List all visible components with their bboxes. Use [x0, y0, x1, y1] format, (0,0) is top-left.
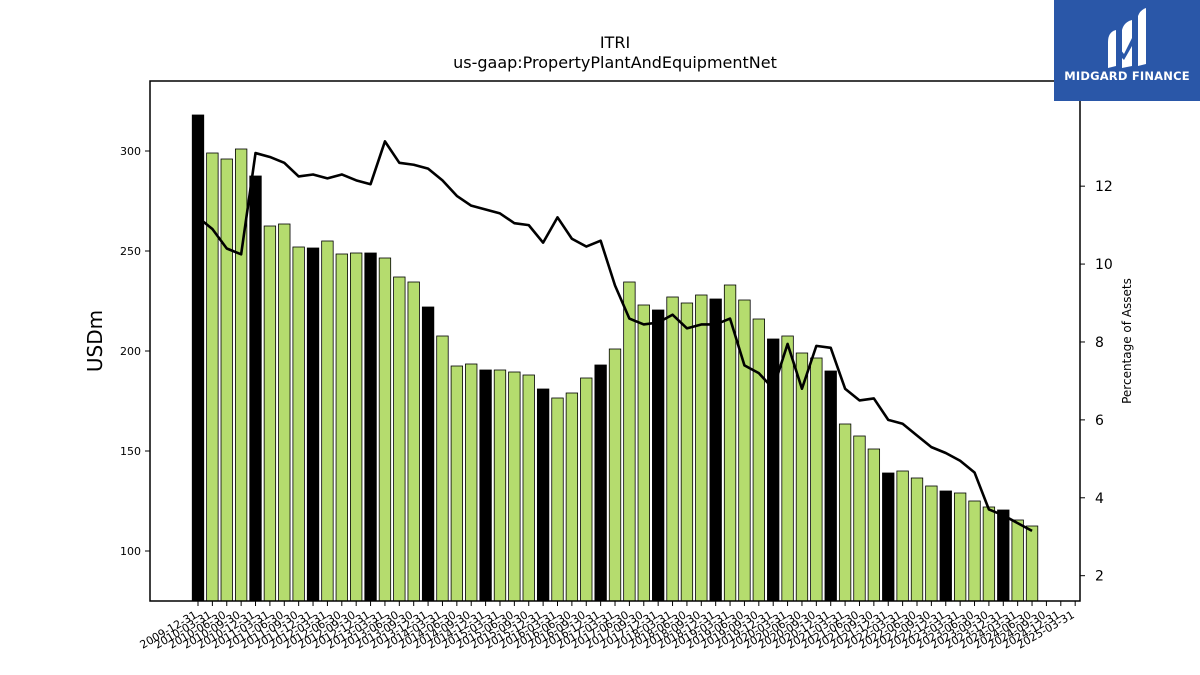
bar-2011-12-31: [306, 247, 320, 602]
y2-axis-label: Percentage of Assets: [1120, 278, 1134, 404]
bar-2017-06-30: [623, 281, 636, 602]
midgard-logo-icon: [1108, 8, 1146, 68]
bar-2014-12-31: [479, 369, 492, 602]
bar-2022-06-30: [910, 477, 924, 602]
bar-2022-12-31: [939, 490, 952, 602]
bar-2020-06-30: [795, 352, 809, 602]
bar-2013-09-30: [407, 281, 420, 602]
bar-2012-03-31: [321, 240, 334, 602]
bar-2012-09-30: [350, 252, 363, 602]
chart-subtitle: us-gaap:PropertyPlantAndEquipmentNet: [453, 53, 777, 72]
bar-2016-12-31: [594, 364, 607, 602]
bar-2011-06-30: [278, 223, 291, 602]
bar-2018-06-30: [680, 302, 694, 602]
bar-2015-06-30: [508, 371, 521, 602]
bar-2009-12-31: [191, 114, 205, 602]
bar-2013-03-31: [378, 257, 392, 602]
y2-tick-label: 2: [1095, 569, 1104, 585]
bar-2017-09-30: [637, 304, 650, 602]
y-axis-right: 2 4 6 8 10 12: [1080, 179, 1113, 585]
bar-2024-03-31: [1011, 519, 1024, 602]
bar-2018-12-31: [709, 298, 722, 602]
bar-2021-06-30: [853, 435, 866, 602]
bar-2019-09-30: [752, 318, 765, 602]
bar-2021-12-31: [882, 472, 895, 602]
y2-tick-label: 12: [1095, 179, 1113, 195]
logo-text: MIDGARD FINANCE: [1064, 69, 1190, 83]
y-tick-label: 200: [120, 345, 141, 358]
bar-2016-09-30: [580, 377, 593, 602]
bar-2017-03-31: [608, 348, 622, 602]
bar-2018-03-31: [666, 296, 679, 602]
midgard-logo: MIDGARD FINANCE: [1054, 0, 1200, 101]
bar-2023-09-30: [982, 506, 996, 602]
bar-2014-09-30: [465, 363, 478, 602]
chart-title: ITRI: [600, 33, 630, 52]
bars-group: [191, 114, 1039, 602]
bar-2011-03-31: [263, 225, 277, 602]
y2-tick-label: 10: [1095, 257, 1113, 273]
bar-2021-03-31: [838, 423, 852, 602]
line-group: [197, 140, 1033, 533]
bar-2022-03-31: [896, 470, 909, 602]
y2-tick-label: 6: [1095, 413, 1104, 429]
bar-2023-03-31: [953, 492, 967, 602]
y-tick-label: 100: [120, 545, 141, 558]
bar-2012-06-30: [335, 253, 348, 602]
bar-2013-06-30: [393, 276, 406, 602]
bar-2012-12-31: [364, 252, 377, 602]
bar-2011-09-30: [292, 246, 305, 602]
bar-2020-03-31: [781, 335, 794, 602]
bar-2016-03-31: [551, 397, 564, 602]
y-tick-label: 300: [120, 145, 141, 158]
bar-2010-12-31: [249, 175, 262, 602]
bar-2018-09-30: [695, 294, 708, 602]
y-axis-label: USDm: [83, 310, 107, 372]
bar-2010-06-30: [220, 158, 233, 602]
bar-2021-09-30: [867, 448, 881, 602]
bar-2022-09-30: [925, 485, 938, 602]
bar-2015-12-31: [536, 388, 550, 602]
bar-2024-06-30: [1025, 525, 1039, 602]
y-tick-label: 150: [120, 445, 141, 458]
bar-2023-12-31: [997, 509, 1010, 602]
bar-2019-06-30: [738, 299, 751, 602]
bar-2015-03-31: [493, 369, 507, 602]
bar-2010-03-31: [206, 152, 219, 602]
bar-2020-12-31: [824, 370, 837, 602]
bar-2014-06-30: [450, 365, 463, 602]
bar-2015-09-30: [522, 374, 535, 602]
bar-2020-09-30: [810, 357, 823, 602]
y2-tick-label: 8: [1095, 335, 1104, 351]
bar-2013-12-31: [421, 306, 435, 602]
bar-2014-03-31: [436, 335, 449, 602]
x-axis: 2009-12-312010-03-312010-06-302010-09-30…: [138, 601, 1077, 652]
y-tick-label: 250: [120, 245, 141, 258]
y-axis-left: 100 150 200 250 300: [120, 145, 150, 558]
y2-tick-label: 4: [1095, 491, 1104, 507]
bar-2017-12-31: [652, 309, 665, 602]
percentage-line: [197, 140, 1033, 533]
bar-2023-06-30: [968, 500, 981, 602]
bar-2016-06-30: [565, 392, 579, 602]
